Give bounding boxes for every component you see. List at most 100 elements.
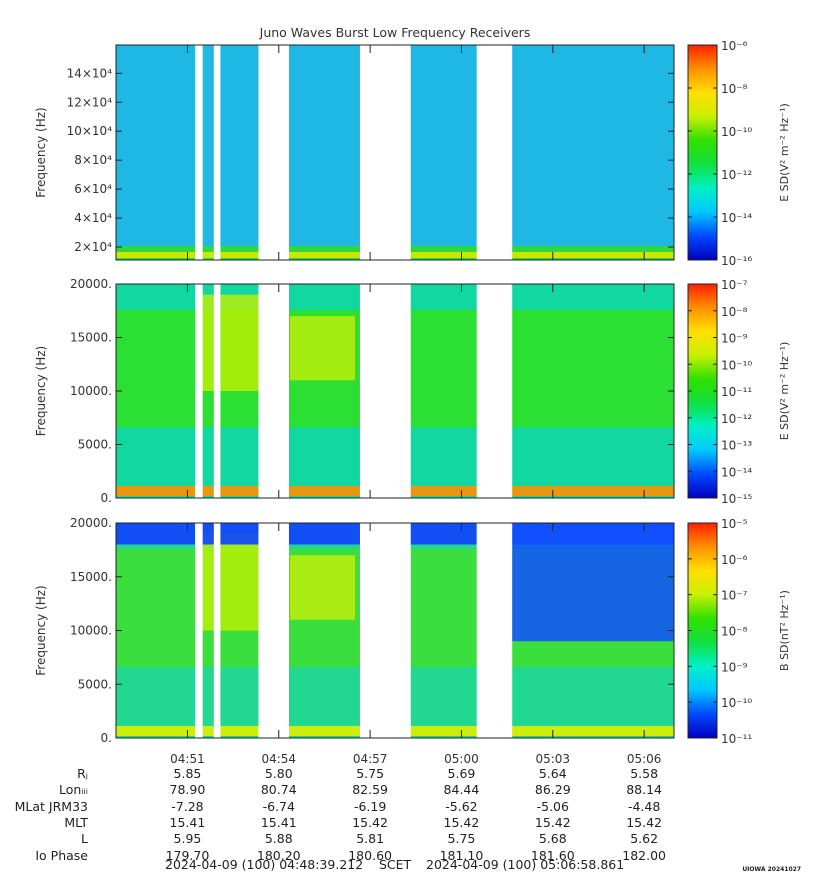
- colorbar-tick-label: 10⁻⁸: [721, 625, 748, 639]
- colorbar: [687, 522, 718, 739]
- y-axis-label: Frequency (Hz): [34, 107, 48, 198]
- y-tick-label: 15000.: [70, 331, 112, 345]
- colorbar-tick-label: 10⁻¹⁰: [721, 125, 752, 139]
- y-tick-label: 8×10⁴: [74, 153, 112, 167]
- y-tick-label: 0.: [101, 731, 112, 745]
- colorbar-tick-label: 10⁻¹⁵: [721, 492, 752, 506]
- y-axis-label: Frequency (Hz): [34, 346, 48, 437]
- ephemeris-value: 5.68: [538, 831, 567, 847]
- ephemeris-value: 182.00: [622, 847, 666, 863]
- ephemeris-label: Io Phase: [35, 847, 88, 863]
- ephemeris-label: Lonᵢᵢᵢ: [58, 782, 88, 798]
- ephemeris-label: MLT: [64, 814, 88, 830]
- ephemeris-label: L: [81, 831, 88, 847]
- ephemeris-value: 80.74: [260, 782, 297, 798]
- ephemeris-value: 5.58: [630, 766, 659, 781]
- ephemeris-value: -6.19: [353, 798, 387, 814]
- x-tick-label: 04:51: [170, 752, 205, 766]
- colorbar-tick-label: 10⁻¹⁶: [721, 254, 752, 268]
- y-tick-label: 6×10⁴: [74, 182, 112, 196]
- data-gap: [359, 523, 411, 738]
- colorbar-tick-label: 10⁻¹⁴: [721, 465, 752, 479]
- colorbar-tick-label: 10⁻⁶: [721, 39, 748, 53]
- y-tick-label: 2×10⁴: [74, 240, 112, 254]
- ephemeris-value: 15.41: [260, 814, 297, 830]
- y-tick-label: 20000.: [70, 277, 112, 291]
- intense-emission-region: [290, 555, 355, 620]
- ephemeris-value: 181.10: [439, 847, 484, 863]
- colorbar: [687, 283, 718, 499]
- ephemeris-value: 78.90: [169, 782, 206, 798]
- colorbar-tick-label: 10⁻⁶: [721, 553, 748, 567]
- ephemeris-value: -6.74: [262, 798, 295, 814]
- ephemeris-value: -5.06: [536, 798, 569, 814]
- y-tick-label: 10000.: [70, 384, 112, 398]
- data-gap: [258, 284, 289, 498]
- y-tick-label: 15000.: [70, 570, 112, 584]
- x-tick-label: 04:57: [353, 752, 388, 766]
- data-gap: [195, 45, 203, 260]
- low-intensity-region: [505, 523, 674, 642]
- colorbar-label: B SD(nT² Hz⁻¹): [778, 590, 791, 671]
- version-stamp: UIOWA 20241027: [742, 866, 801, 873]
- ephemeris-value: 5.88: [264, 831, 293, 847]
- colorbar-tick-label: 10⁻¹³: [721, 439, 752, 453]
- colorbar-tick-label: 10⁻⁹: [721, 332, 748, 346]
- y-tick-label: 4×10⁴: [74, 211, 112, 225]
- colorbar-tick-label: 10⁻¹²: [721, 168, 752, 182]
- ephemeris-value: 5.95: [173, 831, 202, 847]
- y-tick-label: 10000.: [70, 624, 112, 638]
- ephemeris-value: -5.62: [445, 798, 478, 814]
- colorbar-tick-label: 10⁻⁹: [721, 660, 748, 674]
- colorbar-tick-label: 10⁻⁸: [721, 305, 748, 319]
- spectrogram-panel-1: 2×10⁴ 4×10⁴ 6×10⁴ 8×10⁴ 10×10⁴ 12×10⁴ 14×10⁴ Fr…: [34, 39, 791, 268]
- ephemeris-label: Rⱼ: [77, 766, 88, 781]
- ephemeris-value: 84.44: [443, 782, 480, 798]
- ephemeris-value: 15.42: [626, 814, 663, 830]
- x-tick-label: 04:54: [261, 752, 296, 766]
- y-tick-label: 10×10⁴: [67, 124, 113, 138]
- ephemeris-value: 5.75: [447, 831, 476, 847]
- intense-emission-region: [290, 316, 355, 381]
- data-gap: [359, 284, 411, 498]
- colorbar-tick-label: 10⁻⁷: [721, 589, 748, 603]
- ephemeris-value: 181.60: [530, 847, 575, 863]
- data-gap: [258, 523, 289, 738]
- footer-start-time: 2024-04-09 (100) 04:48:39.212: [165, 857, 364, 872]
- data-gap: [195, 284, 203, 498]
- spectrogram-panel-3: 0. 5000. 10000. 15000. 20000. Frequency (Hz) 0…: [34, 516, 791, 766]
- colorbar-tick-label: 10⁻⁸: [721, 82, 748, 96]
- colorbar-tick-label: 10⁻⁷: [721, 278, 748, 292]
- x-tick-label: 05:03: [535, 752, 570, 766]
- ephemeris-label: MLat JRM33: [14, 798, 88, 814]
- ephemeris-value: 180.60: [348, 847, 392, 863]
- colorbar-tick-label: 10⁻¹⁰: [721, 358, 752, 372]
- colorbar: [687, 44, 718, 261]
- colorbar-tick-label: 10⁻¹¹: [721, 385, 752, 399]
- y-tick-label: 5000.: [78, 438, 112, 452]
- ephemeris-value: -4.48: [627, 798, 661, 814]
- colorbar-label: E SD(V² m⁻² Hz⁻¹): [778, 103, 791, 202]
- ephemeris-value: 5.75: [356, 766, 385, 781]
- intense-emission-region: [195, 533, 265, 631]
- colorbar-tick-label: 10⁻¹²: [721, 412, 752, 426]
- data-gap: [213, 523, 221, 738]
- panel-frame: [115, 44, 675, 261]
- intense-emission-region: [195, 294, 265, 391]
- y-tick-label: 5000.: [78, 677, 112, 691]
- data-gap: [213, 284, 221, 498]
- ephemeris-value: 5.69: [447, 766, 476, 781]
- ephemeris-value: 15.42: [534, 814, 571, 830]
- colorbar-label: E SD(V² m⁻² Hz⁻¹): [778, 342, 791, 441]
- x-tick-label: 05:06: [627, 752, 662, 766]
- ephemeris-value: 5.80: [264, 766, 293, 781]
- footer-scet-label: SCET: [379, 857, 412, 872]
- colorbar-tick-label: 10⁻¹⁴: [721, 211, 752, 225]
- data-gap: [476, 45, 513, 260]
- colorbar-tick-label: 10⁻¹¹: [721, 732, 752, 746]
- ephemeris-value: -7.28: [171, 798, 204, 814]
- colorbar-tick-label: 10⁻¹⁰: [721, 696, 752, 710]
- y-tick-label: 20000.: [70, 516, 112, 530]
- x-tick-label: 05:00: [444, 752, 479, 766]
